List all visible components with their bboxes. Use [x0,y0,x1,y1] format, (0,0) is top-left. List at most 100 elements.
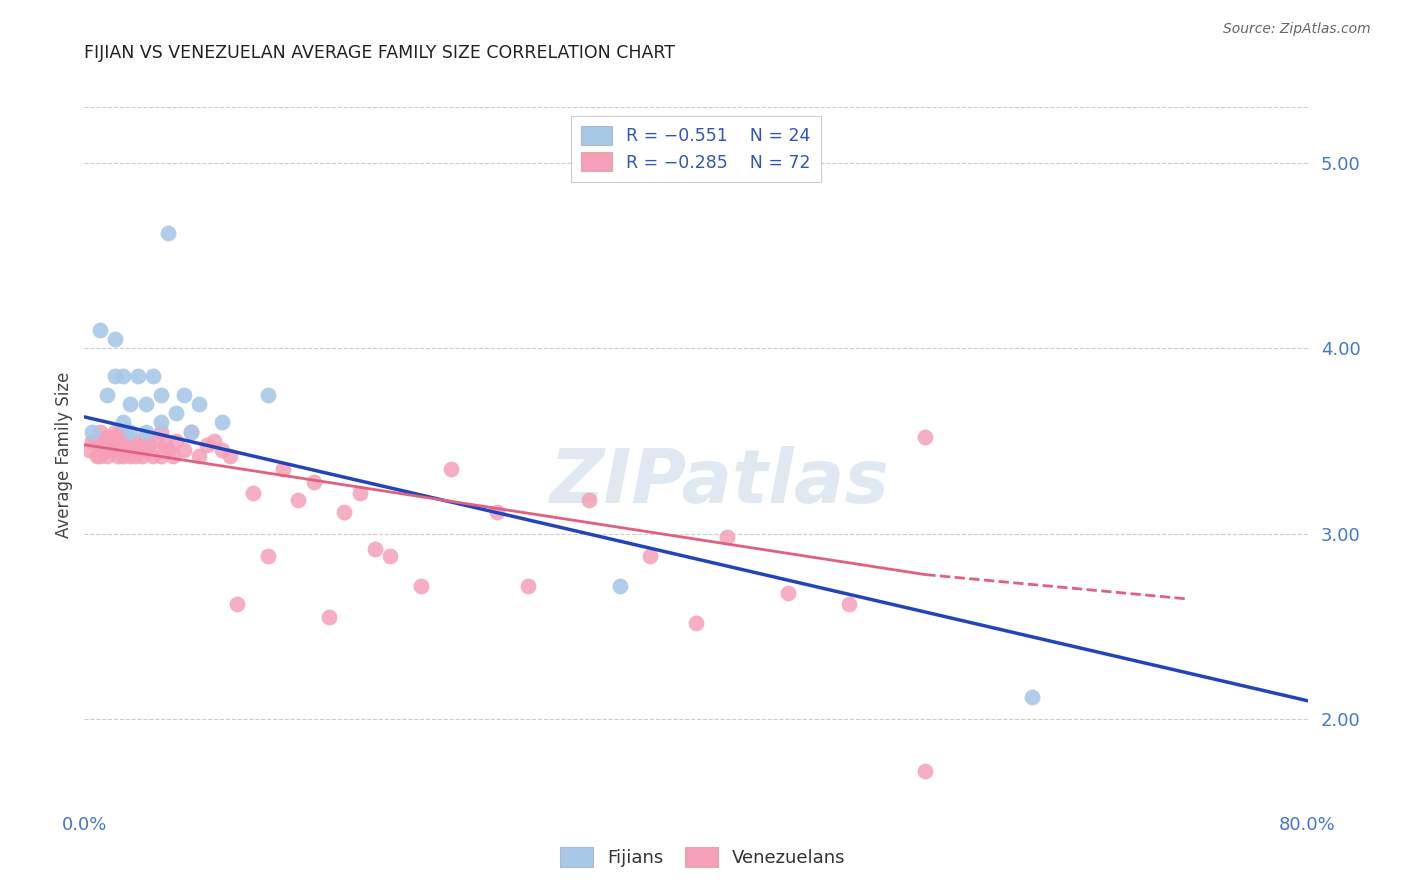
Point [127,434,149,448]
Legend: R = −0.551    N = 24, R = −0.285    N = 72: R = −0.551 N = 24, R = −0.285 N = 72 [571,116,821,182]
Point [226,597,249,611]
Point [380,549,402,563]
Point [578,493,600,508]
Point [287,493,309,508]
Point [188,449,211,463]
Point [211,416,233,430]
Point [149,387,172,401]
Point [104,438,127,452]
Point [138,438,160,452]
Point [111,434,134,448]
Point [157,226,180,240]
Point [135,397,157,411]
Point [157,443,180,458]
Point [302,475,325,489]
Point [124,449,146,463]
Legend: Fijians, Venezuelans: Fijians, Venezuelans [553,839,853,874]
Point [180,425,202,439]
Point [91,434,114,448]
Point [149,416,172,430]
Point [104,369,127,384]
Point [111,416,134,430]
Point [80,434,103,448]
Point [120,434,142,448]
Point [838,597,860,611]
Point [145,434,167,448]
Point [115,430,138,444]
Point [242,486,264,500]
Point [257,549,280,563]
Point [77,443,100,458]
Point [638,549,661,563]
Point [120,449,142,463]
Point [202,434,225,448]
Point [127,369,149,384]
Point [89,438,111,452]
Text: Source: ZipAtlas.com: Source: ZipAtlas.com [1223,22,1371,37]
Point [110,425,132,439]
Point [142,449,165,463]
Point [120,397,142,411]
Point [155,438,177,452]
Point [318,610,340,624]
Text: ZIPatlas: ZIPatlas [550,446,890,519]
Point [1021,690,1043,704]
Point [105,434,128,448]
Point [149,449,172,463]
Point [165,406,187,420]
Point [364,541,387,556]
Point [104,425,127,439]
Point [516,579,538,593]
Point [96,449,118,463]
Point [122,438,145,452]
Point [107,449,129,463]
Point [165,434,187,448]
Point [173,443,195,458]
Point [93,443,115,458]
Point [149,425,172,439]
Point [101,443,124,458]
Point [114,443,136,458]
Point [89,323,111,337]
Point [111,449,134,463]
Point [211,443,233,458]
Point [271,462,294,476]
Point [195,438,218,452]
Point [914,764,936,779]
Point [96,430,118,444]
Point [333,504,356,518]
Point [84,434,107,448]
Point [142,369,165,384]
Point [89,449,111,463]
Y-axis label: Average Family Size: Average Family Size [55,372,73,538]
Point [96,387,118,401]
Point [127,443,149,458]
Point [135,430,157,444]
Point [80,425,103,439]
Point [135,443,157,458]
Point [440,462,463,476]
Point [685,615,707,630]
Point [131,449,153,463]
Point [349,486,371,500]
Text: FIJIAN VS VENEZUELAN AVERAGE FAMILY SIZE CORRELATION CHART: FIJIAN VS VENEZUELAN AVERAGE FAMILY SIZE… [84,45,675,62]
Point [104,332,127,346]
Point [89,425,111,439]
Point [188,397,211,411]
Point [609,579,631,593]
Point [173,387,195,401]
Point [108,438,131,452]
Point [97,438,120,452]
Point [162,449,184,463]
Point [135,425,157,439]
Point [120,425,142,439]
Point [257,387,280,401]
Point [716,531,738,545]
Point [218,449,240,463]
Point [98,434,121,448]
Point [111,369,134,384]
Point [486,504,509,518]
Point [86,449,108,463]
Point [914,430,936,444]
Point [776,586,799,600]
